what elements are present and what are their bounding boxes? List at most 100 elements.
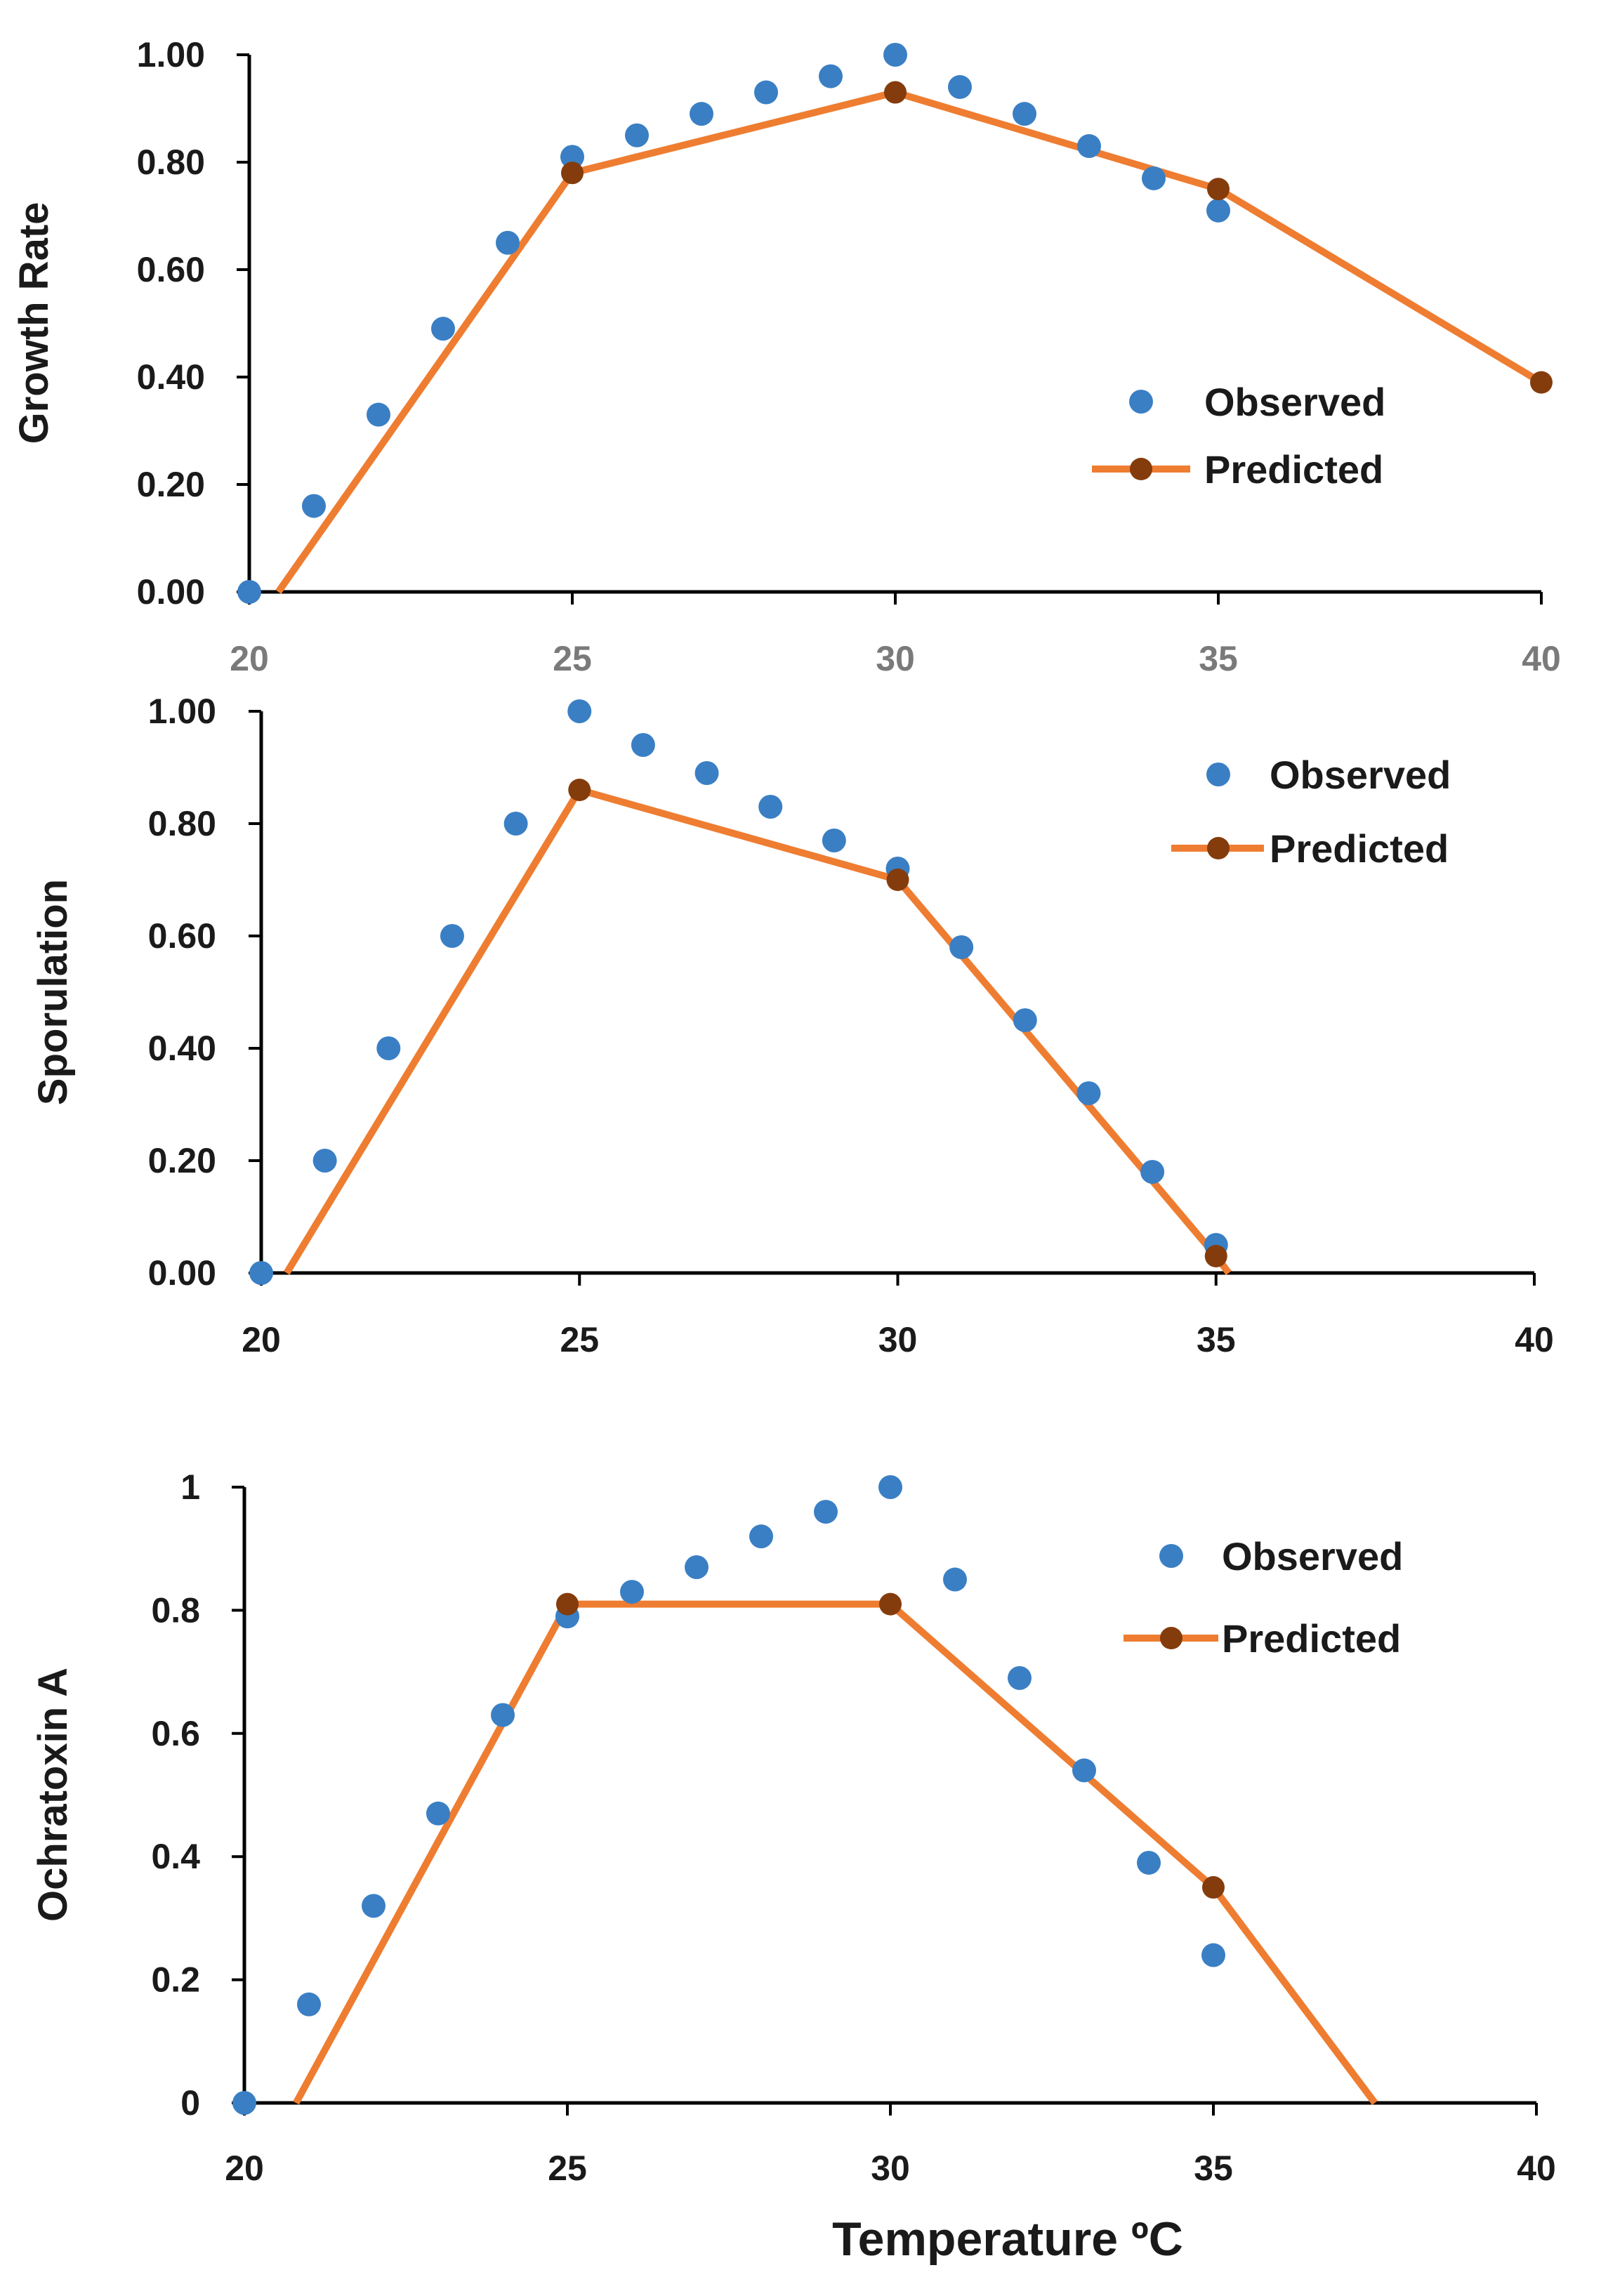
observed-point — [237, 580, 261, 604]
legend-observed-marker — [1129, 390, 1153, 414]
y-tick-label: 0.4 — [151, 1837, 200, 1876]
x-tick-label: 35 — [1197, 1320, 1236, 1359]
x-tick-label: 40 — [1517, 2149, 1556, 2188]
y-tick-label: 0.00 — [137, 572, 205, 612]
observed-point — [883, 43, 907, 67]
legend-observed-label: Observed — [1204, 380, 1385, 424]
observed-point — [620, 1580, 644, 1604]
growth-rate-chart: 0.00 0.20 0.40 0.60 0.80 1.00 20 25 30 35 40 Growth… — [11, 35, 1561, 678]
observed-point — [560, 145, 584, 169]
observed-point — [362, 1894, 386, 1918]
legend-observed-label: Observed — [1222, 1534, 1403, 1578]
observed-point — [694, 761, 719, 785]
observed-point — [625, 123, 649, 147]
observed-point — [496, 230, 520, 255]
predicted-point — [886, 869, 909, 891]
legend-predicted-label: Predicted — [1222, 1616, 1401, 1661]
observed-point — [1140, 1160, 1165, 1184]
observed-point — [312, 1149, 337, 1173]
y-tick-label: 0.60 — [137, 250, 205, 289]
x-tick-label: 20 — [225, 2149, 264, 2188]
predicted-point — [1530, 371, 1553, 394]
y-tick-label: 0.80 — [148, 804, 216, 843]
x-tick-label: 25 — [548, 2149, 587, 2188]
legend: Observed Predicted — [1092, 380, 1385, 491]
observed-point — [631, 733, 655, 757]
x-tick-label: 35 — [1194, 2149, 1233, 2188]
observed-point — [943, 1567, 967, 1592]
observed-point — [690, 102, 713, 126]
y-tick-label: 0.60 — [148, 916, 216, 956]
observed-point — [491, 1703, 515, 1727]
observed-point — [426, 1801, 450, 1826]
x-tick-label: 30 — [876, 639, 915, 678]
observed-point — [819, 64, 843, 88]
legend-observed-label: Observed — [1270, 753, 1451, 797]
x-axis-label: Temperature ºC — [832, 2212, 1183, 2266]
observed-point — [822, 829, 846, 852]
observed-point — [376, 1036, 401, 1060]
x-tick-label: 20 — [230, 639, 269, 678]
observed-point — [1072, 1758, 1096, 1783]
x-tick-label: 25 — [553, 639, 592, 678]
x-tick-label: 40 — [1515, 1320, 1554, 1359]
observed-point — [249, 1261, 273, 1285]
legend-predicted-label: Predicted — [1204, 447, 1383, 491]
predicted-series-line — [293, 1600, 1378, 2105]
y-tick-label: 1.00 — [148, 692, 216, 731]
x-tick-label: 30 — [878, 1320, 918, 1359]
legend-observed-marker — [1159, 1544, 1183, 1568]
x-tick-label: 25 — [560, 1320, 599, 1359]
observed-point — [758, 795, 783, 819]
legend: Observed Predicted — [1171, 753, 1451, 871]
y-tick-label: 1.00 — [137, 35, 205, 74]
observed-point — [1008, 1665, 1032, 1690]
predicted-point — [561, 161, 584, 185]
x-tick-label: 20 — [242, 1320, 281, 1359]
observed-point — [1076, 1081, 1101, 1105]
predicted-series-line — [283, 786, 1232, 1276]
predicted-point — [568, 779, 591, 801]
observed-point — [367, 402, 390, 427]
observed-point — [503, 812, 528, 836]
observed-point — [1013, 1008, 1037, 1032]
legend-predicted-label: Predicted — [1270, 826, 1449, 871]
observed-point — [814, 1500, 838, 1524]
observed-point — [949, 935, 974, 959]
observed-point — [1142, 166, 1166, 190]
legend-observed-marker — [1206, 763, 1230, 786]
observed-point — [878, 1475, 902, 1499]
predicted-point — [556, 1592, 579, 1616]
observed-point — [567, 699, 592, 723]
predicted-series-line — [275, 88, 1543, 594]
y-tick-label: 1 — [180, 1467, 200, 1507]
y-tick-label: 0.20 — [148, 1141, 216, 1180]
ochratoxin-chart: 0 0.2 0.4 0.6 0.8 1 20 25 30 35 40 Ochratoxin A Temp… — [30, 1467, 1556, 2266]
legend-predicted-marker — [1207, 837, 1230, 859]
predicted-point — [884, 81, 907, 104]
observed-point — [297, 1992, 321, 2017]
observed-point — [431, 317, 455, 341]
y-tick-label: 0.40 — [137, 357, 205, 397]
observed-point — [302, 494, 326, 518]
predicted-point — [1202, 1876, 1225, 1899]
observed-point — [1077, 134, 1101, 159]
x-tick-label: 40 — [1522, 639, 1561, 678]
x-tick-label: 35 — [1199, 639, 1238, 678]
y-tick-label: 0.80 — [137, 143, 205, 182]
predicted-point — [879, 1592, 902, 1616]
observed-point — [749, 1524, 773, 1549]
observed-point — [1013, 102, 1036, 126]
y-tick-label: 0.20 — [137, 465, 205, 504]
predicted-point — [1204, 1245, 1227, 1267]
observed-point — [1201, 1943, 1225, 1967]
y-axis-label: Ochratoxin A — [30, 1668, 76, 1922]
observed-point — [1137, 1850, 1161, 1875]
x-tick-label: 30 — [871, 2149, 910, 2188]
observed-point — [440, 924, 464, 948]
y-axis-label: Sporulation — [30, 879, 76, 1105]
y-axis-label: Growth Rate — [11, 202, 57, 444]
legend-predicted-marker — [1130, 458, 1152, 480]
y-tick-label: 0 — [180, 2083, 200, 2123]
